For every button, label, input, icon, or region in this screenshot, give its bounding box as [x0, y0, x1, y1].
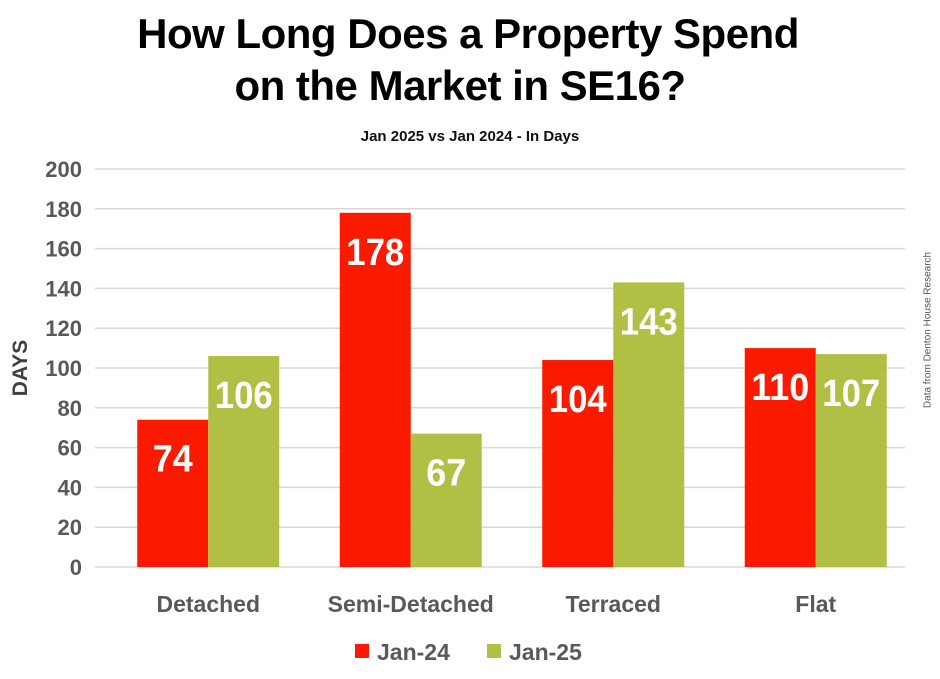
y-tick-label: 200	[45, 157, 82, 182]
data-label: 110	[751, 367, 809, 409]
y-tick-label: 100	[45, 356, 82, 381]
chart-title-line1: How Long Does a Property Spend	[137, 10, 799, 57]
legend-label: Jan-24	[377, 639, 450, 665]
data-label: 106	[215, 375, 273, 417]
y-tick-label: 160	[45, 237, 82, 262]
bar-jan-25	[410, 433, 482, 567]
data-label: 67	[426, 453, 466, 495]
legend-swatch-jan-24	[355, 644, 369, 658]
data-label: 178	[346, 232, 404, 274]
data-label: 143	[620, 301, 678, 343]
bar-jan-25	[208, 356, 280, 567]
bar-jan-24	[339, 212, 411, 567]
x-tick-label: Semi-Detached	[328, 591, 494, 617]
chart-title-line2: on the Market in SE16?	[234, 62, 686, 109]
y-tick-label: 40	[58, 475, 82, 500]
legend-label: Jan-25	[509, 639, 582, 665]
y-tick-label: 140	[45, 276, 82, 301]
bar-jan-24	[137, 419, 209, 567]
x-tick-label: Detached	[156, 591, 260, 617]
y-tick-label: 120	[45, 316, 82, 341]
y-tick-label: 20	[58, 515, 82, 540]
y-tick-label: 0	[70, 555, 82, 580]
y-tick-label: 180	[45, 197, 82, 222]
chart-subtitle: Jan 2025 vs Jan 2024 - In Days	[360, 128, 580, 145]
bar-jan-24	[744, 348, 816, 567]
y-tick-label: 60	[58, 436, 82, 461]
data-label: 107	[822, 373, 880, 415]
bar-jan-25	[613, 282, 685, 567]
data-label: 104	[549, 379, 607, 421]
y-axis-label: DAYS	[9, 340, 32, 396]
bar-jan-25	[815, 354, 887, 567]
data-label: 74	[153, 439, 193, 481]
x-tick-label: Flat	[795, 591, 836, 617]
x-tick-label: Terraced	[566, 591, 661, 617]
y-tick-label: 80	[58, 396, 82, 421]
bar-jan-24	[542, 360, 614, 567]
legend-swatch-jan-25	[487, 644, 501, 658]
